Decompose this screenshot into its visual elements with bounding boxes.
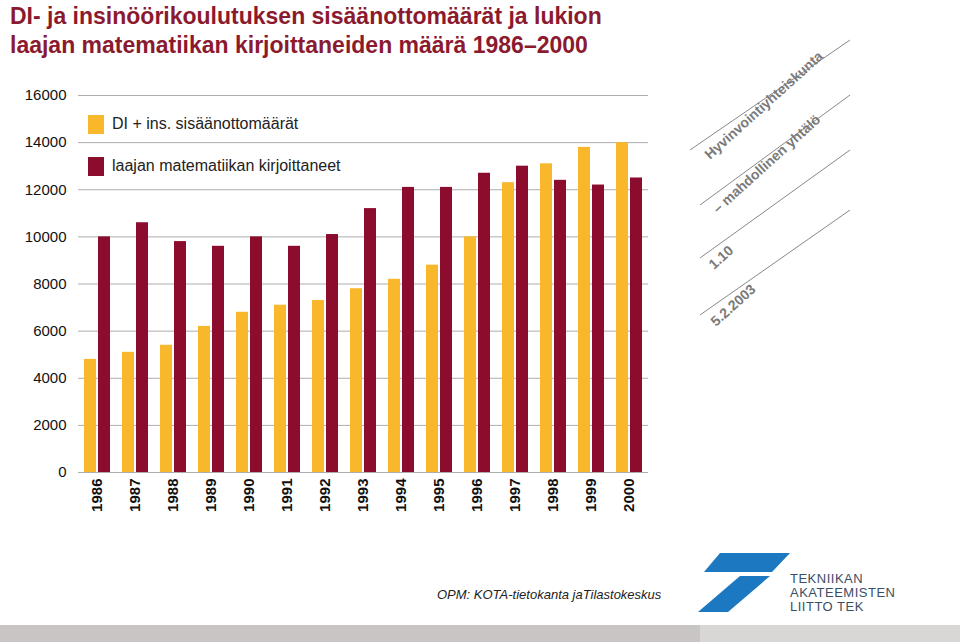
svg-text:1993: 1993 [354,479,371,512]
svg-text:1.10: 1.10 [705,242,736,272]
svg-text:2000: 2000 [33,416,66,433]
svg-text:1996: 1996 [468,479,485,512]
svg-text:1994: 1994 [392,478,409,512]
html-text:DI + ins. sisäänottomäärät: DI + ins. sisäänottomäärät [112,115,299,132]
svg-text:Hyvinvointiyhteiskunta: Hyvinvointiyhteiskunta [701,48,826,163]
svg-text:1995: 1995 [430,479,447,512]
svg-text:10000: 10000 [25,228,67,245]
svg-text:16000: 16000 [25,86,67,103]
svg-text:1990: 1990 [240,479,257,512]
svg-text:1998: 1998 [544,479,561,512]
svg-text:– mahdollinen yhtälö: – mahdollinen yhtälö [709,111,823,216]
svg-text:1999: 1999 [582,479,599,512]
svg-text:1997: 1997 [506,479,523,512]
svg-text:2000: 2000 [620,479,637,512]
svg-text:1988: 1988 [164,479,181,512]
svg-text:4000: 4000 [33,369,66,386]
svg-text:12000: 12000 [25,181,67,198]
svg-text:6000: 6000 [33,322,66,339]
html-text:AKATEEMISTEN: AKATEEMISTEN [790,585,896,600]
svg-text:8000: 8000 [33,275,66,292]
html-text:TEKNIIKAN: TEKNIIKAN [790,571,864,586]
svg-text:0: 0 [58,463,66,480]
html-text:DI- ja insinöörikoulutuksen si: DI- ja insinöörikoulutuksen sisäänottomä… [10,3,602,58]
html-text:OPM: KOTA-tietokanta jaTilasto: OPM: KOTA-tietokanta jaTilastokeskus [437,587,662,602]
svg-text:1986: 1986 [88,479,105,512]
svg-text:1987: 1987 [126,479,143,512]
svg-text:5.2.2003: 5.2.2003 [707,281,758,329]
svg-text:1991: 1991 [278,479,295,512]
svg-text:1989: 1989 [202,479,219,512]
svg-text:14000: 14000 [25,133,67,150]
html-text:LIITTO TEK: LIITTO TEK [790,599,864,614]
svg-text:1992: 1992 [316,479,333,512]
html-text:laajan matematiikan kirjoittan: laajan matematiikan kirjoittaneet [112,157,341,174]
